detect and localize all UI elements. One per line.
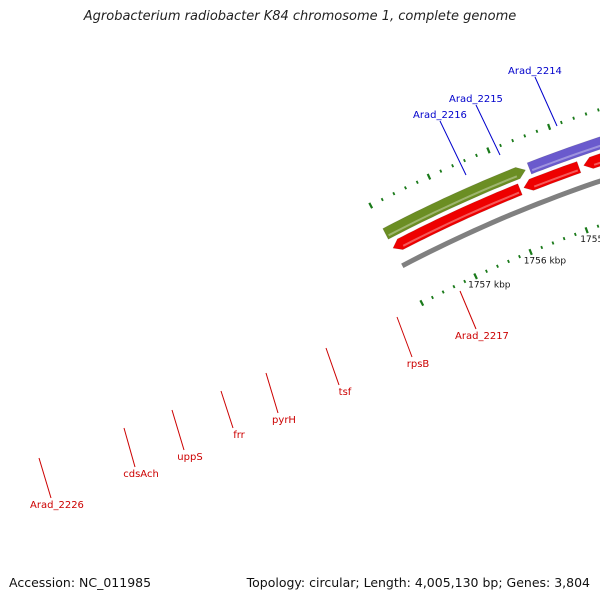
scale-tick	[547, 123, 552, 131]
scale-tick	[439, 169, 443, 173]
scale-tick	[419, 299, 425, 307]
leader-line-pyrh	[265, 372, 279, 414]
scale-tick	[535, 129, 539, 134]
scale-tick	[584, 227, 589, 234]
gene-label-upps: uppS	[177, 452, 202, 463]
scale-tick	[473, 273, 478, 280]
genome-summary-text: Topology: circular; Length: 4,005,130 bp…	[246, 575, 590, 590]
scale-tick	[596, 224, 600, 228]
leader-line-frr	[220, 390, 234, 429]
gene-uppS	[583, 153, 600, 169]
gene-label-frr: frr	[233, 430, 245, 441]
backbone-layer	[401, 178, 600, 269]
scale-tick	[463, 279, 467, 284]
leader-line-upps	[171, 409, 185, 451]
scale-tick	[496, 264, 499, 268]
gene-label-arad-2216: Arad_2216	[413, 110, 467, 121]
accession-text: Accession: NC_011985	[9, 575, 152, 590]
gene-label-arad-2214: Arad_2214	[508, 66, 562, 77]
scale-tick	[507, 259, 510, 264]
leader-line-tsf	[325, 347, 340, 386]
scale-tick	[511, 138, 515, 143]
gene-olive-block	[382, 167, 526, 240]
leader-line-arad-2217	[459, 290, 477, 330]
scale-tick	[463, 158, 466, 163]
gene-label-arad-2215: Arad_2215	[449, 94, 503, 105]
scale-tick	[368, 202, 374, 209]
gene-label-rpsb: rpsB	[407, 359, 430, 370]
gene-arad-2226-shine	[402, 191, 520, 247]
leader-line-arad-2215	[475, 104, 501, 156]
gene-label-arad-2226: Arad_2226	[30, 500, 84, 511]
scale-tick	[572, 116, 575, 120]
scale-tick	[573, 232, 577, 237]
scale-tick	[452, 284, 456, 289]
scale-tick	[528, 248, 533, 256]
gene-purple-block-shine	[531, 144, 600, 172]
scale-tick	[415, 180, 419, 184]
scale-tick-label: 1755 kbp	[580, 235, 600, 245]
scale-tick	[426, 173, 432, 180]
leader-line-arad-2216	[439, 120, 467, 176]
gene-label-pyrh: pyrH	[272, 415, 296, 426]
gene-arad-2226	[392, 183, 523, 250]
scale-tick	[451, 164, 455, 168]
leader-line-arad-2226	[38, 457, 52, 499]
scale-tick	[562, 236, 566, 241]
page-title: Agrobacterium radiobacter K84 chromosome…	[83, 9, 517, 24]
gene-label-tsf: tsf	[339, 387, 352, 398]
scale-tick	[380, 197, 384, 202]
scale-tick	[499, 143, 502, 148]
gene-purple-block	[526, 136, 600, 175]
scale-tick	[430, 295, 434, 300]
scale-tick	[518, 254, 521, 259]
scale-tick	[441, 290, 445, 294]
chromosome-backbone	[401, 178, 600, 269]
scale-tick	[486, 147, 491, 154]
gene-olive-block-shine	[388, 175, 518, 237]
gene-label-arad-2217: Arad_2217	[455, 331, 509, 342]
scale-tick	[523, 134, 527, 138]
scale-tick	[485, 269, 488, 273]
scale-tick	[584, 112, 588, 116]
scale-tick	[597, 108, 600, 112]
scale-tick	[540, 245, 544, 250]
gene-label-cdsach: cdsAch	[123, 469, 159, 480]
scale-tick	[560, 120, 563, 125]
gene-cdsAch-shine	[533, 169, 579, 188]
scale-tick-label: 1757 kbp	[468, 281, 511, 291]
gene-cdsAch	[523, 161, 582, 191]
scale-tick	[404, 186, 407, 190]
gene-labels-layer: Arad_2214 Arad_2215 Arad_2216 Arad_2217 rpsB…	[30, 66, 562, 511]
leader-line-arad-2214	[534, 76, 558, 127]
scale-tick	[551, 241, 555, 245]
scale-tick-label: 1756 kbp	[524, 256, 567, 266]
genes-layer	[382, 136, 600, 250]
scale-tick	[392, 191, 396, 196]
scale-tick	[475, 153, 478, 158]
leader-line-cdsach	[123, 427, 136, 468]
leader-line-rpsb	[396, 316, 413, 358]
